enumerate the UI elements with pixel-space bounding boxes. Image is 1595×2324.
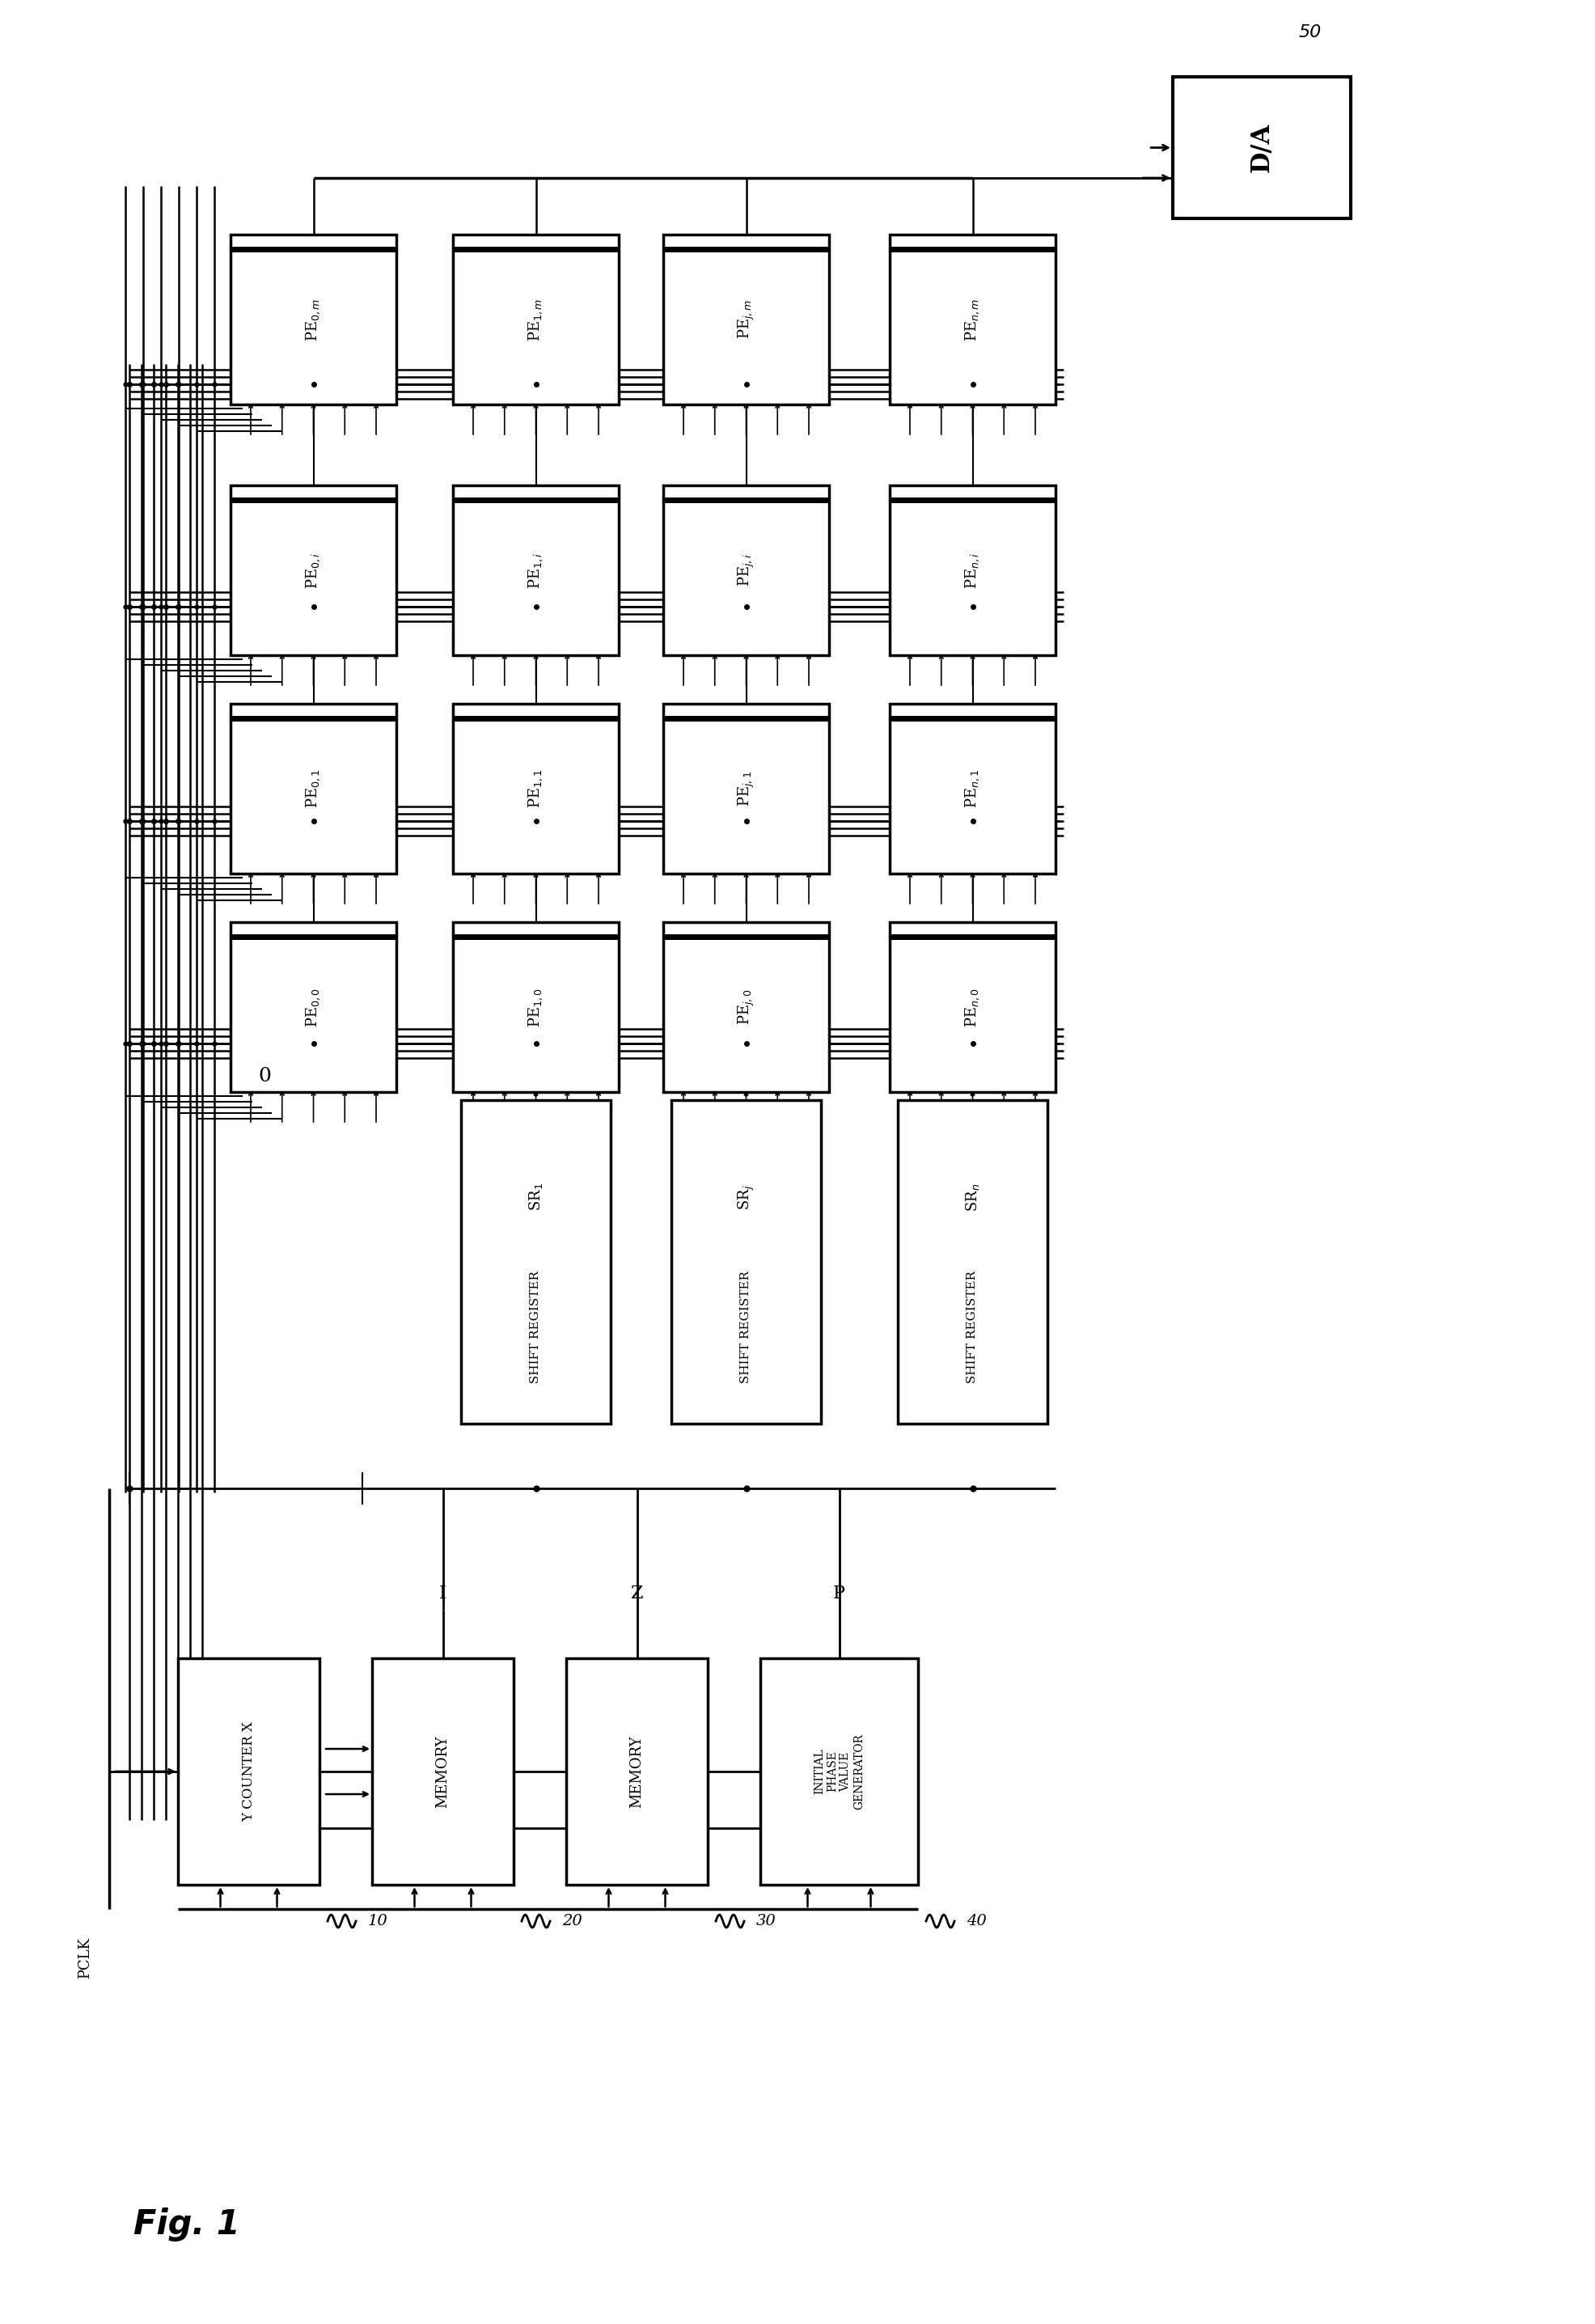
Text: SR$_j$: SR$_j$ bbox=[737, 1185, 756, 1211]
Bar bbox=[761, 1659, 919, 1885]
Text: MEMORY: MEMORY bbox=[435, 1736, 450, 1808]
Text: PE$_{1,0}$: PE$_{1,0}$ bbox=[526, 988, 544, 1027]
Text: PE$_{n,0}$: PE$_{n,0}$ bbox=[963, 988, 981, 1027]
Text: PE$_{j,i}$: PE$_{j,i}$ bbox=[737, 553, 756, 586]
Text: SR$_n$: SR$_n$ bbox=[963, 1183, 981, 1211]
Bar bbox=[372, 1659, 514, 1885]
Bar bbox=[453, 235, 619, 404]
Text: PE$_{n,i}$: PE$_{n,i}$ bbox=[963, 553, 981, 588]
Text: Fig. 1: Fig. 1 bbox=[134, 2208, 239, 2240]
Text: PE$_{n,m}$: PE$_{n,m}$ bbox=[963, 297, 981, 342]
Bar bbox=[664, 923, 829, 1092]
Bar bbox=[231, 235, 396, 404]
Text: SR$_1$: SR$_1$ bbox=[528, 1183, 544, 1211]
Bar bbox=[890, 923, 1056, 1092]
Text: SHIFT REGISTER: SHIFT REGISTER bbox=[740, 1271, 751, 1383]
Text: PE$_{j,1}$: PE$_{j,1}$ bbox=[737, 772, 756, 806]
Text: 10: 10 bbox=[368, 1915, 388, 1929]
Text: 50: 50 bbox=[1298, 23, 1322, 40]
Bar bbox=[664, 704, 829, 874]
Bar bbox=[664, 235, 829, 404]
Text: 30: 30 bbox=[756, 1915, 777, 1929]
Text: SHIFT REGISTER: SHIFT REGISTER bbox=[967, 1271, 978, 1383]
Bar bbox=[231, 704, 396, 874]
Text: PE$_{1,1}$: PE$_{1,1}$ bbox=[526, 769, 544, 809]
Text: 0: 0 bbox=[258, 1067, 271, 1085]
Bar bbox=[453, 486, 619, 655]
Bar bbox=[664, 486, 829, 655]
Text: Y COUNTER X: Y COUNTER X bbox=[242, 1722, 255, 1822]
Bar bbox=[231, 486, 396, 655]
Text: PE$_{1,i}$: PE$_{1,i}$ bbox=[526, 551, 544, 588]
Text: P: P bbox=[833, 1585, 845, 1604]
Bar bbox=[898, 1099, 1048, 1425]
Text: PE$_{0,m}$: PE$_{0,m}$ bbox=[305, 297, 322, 342]
Text: PE$_{j,m}$: PE$_{j,m}$ bbox=[737, 300, 756, 339]
Bar bbox=[566, 1659, 708, 1885]
Text: PE$_{n,1}$: PE$_{n,1}$ bbox=[963, 769, 981, 809]
Bar bbox=[890, 486, 1056, 655]
Bar bbox=[453, 704, 619, 874]
Text: I: I bbox=[439, 1585, 447, 1604]
Text: Z: Z bbox=[630, 1585, 643, 1604]
Text: PE$_{0,0}$: PE$_{0,0}$ bbox=[305, 988, 322, 1027]
Bar bbox=[179, 1659, 319, 1885]
Bar bbox=[1172, 77, 1351, 218]
Text: 40: 40 bbox=[967, 1915, 987, 1929]
Bar bbox=[453, 923, 619, 1092]
Text: 20: 20 bbox=[561, 1915, 582, 1929]
Text: PE$_{j,0}$: PE$_{j,0}$ bbox=[737, 990, 756, 1025]
Text: PE$_{1,m}$: PE$_{1,m}$ bbox=[526, 297, 544, 342]
Bar bbox=[890, 704, 1056, 874]
Text: PE$_{0,1}$: PE$_{0,1}$ bbox=[305, 769, 322, 809]
Bar bbox=[231, 923, 396, 1092]
Text: MEMORY: MEMORY bbox=[630, 1736, 644, 1808]
Bar bbox=[671, 1099, 821, 1425]
Text: SHIFT REGISTER: SHIFT REGISTER bbox=[530, 1271, 542, 1383]
Bar bbox=[890, 235, 1056, 404]
Text: D/A: D/A bbox=[1249, 123, 1274, 172]
Bar bbox=[461, 1099, 611, 1425]
Text: PCLK: PCLK bbox=[78, 1936, 93, 1978]
Text: PE$_{0,i}$: PE$_{0,i}$ bbox=[305, 551, 322, 588]
Text: INITIAL
PHASE
VALUE
GENERATOR: INITIAL PHASE VALUE GENERATOR bbox=[813, 1734, 864, 1810]
